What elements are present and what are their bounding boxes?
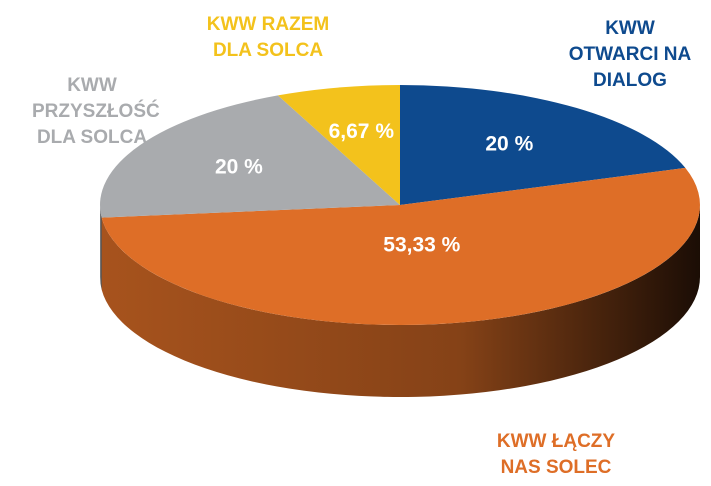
- slice-side: [101, 205, 701, 398]
- pie-slice: [277, 85, 400, 205]
- category-label: KWW RAZEM DLA SOLCA: [206, 14, 330, 61]
- value-label: 20 %: [215, 155, 263, 178]
- category-label: KWW ŁĄCZY NAS SOLEC: [496, 431, 616, 478]
- slice-side: [100, 205, 102, 290]
- pie-slice: [400, 85, 686, 205]
- value-label: 20 %: [485, 132, 533, 155]
- value-label: 53,33 %: [383, 234, 460, 257]
- pie-slice: [100, 95, 401, 218]
- category-label: KWW OTWARCI NA DIALOG: [568, 18, 692, 91]
- value-label: 6,67 %: [329, 120, 395, 143]
- category-label: KWW PRZYSZŁOŚĆ DLA SOLCA: [32, 75, 160, 148]
- pie-slice: [101, 167, 700, 325]
